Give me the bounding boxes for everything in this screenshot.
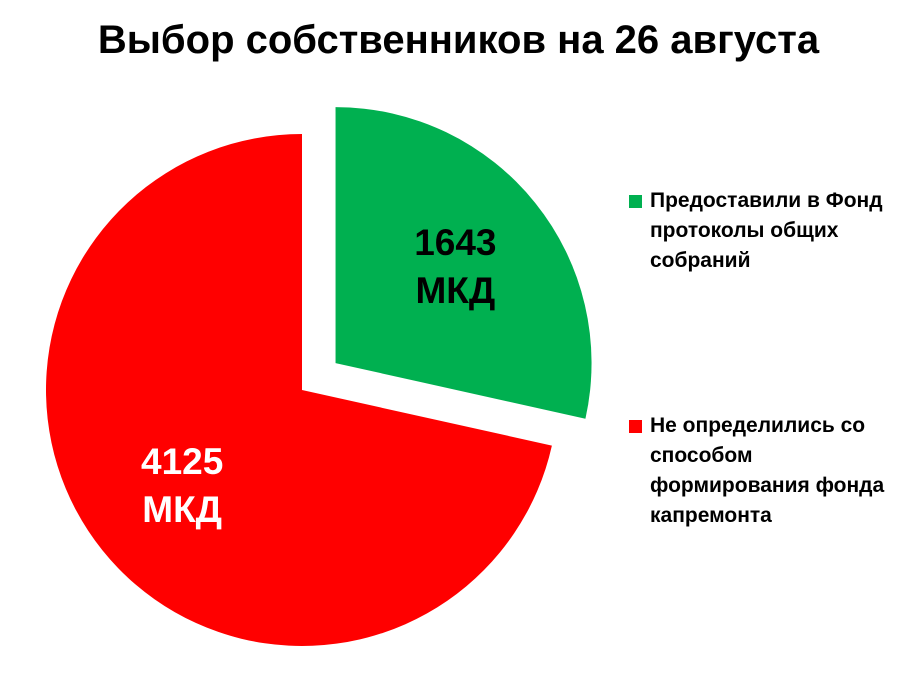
value-label: 1643 МКД xyxy=(414,222,497,311)
legend-label: Предоставили в Фонд протоколы общих собр… xyxy=(650,189,883,272)
chart-title: Выбор собственников на 26 августа xyxy=(97,18,820,62)
legend-swatch xyxy=(629,195,642,208)
legend-swatch xyxy=(629,420,642,433)
pie-slice xyxy=(46,134,552,646)
pie-slice xyxy=(335,107,592,419)
value-label: 4125 МКД xyxy=(141,441,224,531)
legend-label: Не определились со способом формирования… xyxy=(650,414,885,527)
